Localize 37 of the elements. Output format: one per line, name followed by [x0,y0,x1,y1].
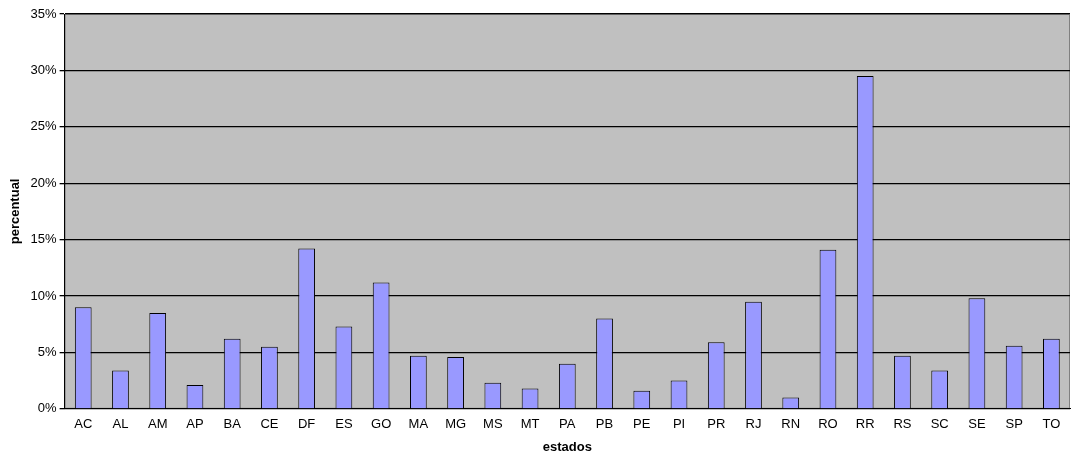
x-tick-label: CE [260,416,279,432]
x-tick-label: PR [707,416,726,432]
y-axis-title: percentual [7,178,23,245]
x-tick-label: GO [371,416,392,432]
y-tick-label: 10% [30,287,58,303]
x-tick-label: BA [223,416,242,432]
x-tick-label: MS [483,416,503,432]
x-tick-label: AM [147,416,168,432]
x-tick-label: RJ [745,416,762,432]
x-axis-title: estados [542,438,592,454]
x-tick-label: ES [335,416,353,432]
x-tick-label: RS [893,416,912,432]
x-tick-label: AP [186,416,204,432]
x-tick-label: PI [672,416,686,432]
x-tick-label: RO [818,416,838,432]
y-tick-label: 20% [30,174,58,190]
x-tick-label: MA [408,416,429,432]
x-tick-label: PB [595,416,614,432]
y-tick-label: 35% [30,5,58,21]
y-tick-label: 0% [37,400,58,416]
x-tick-label: RR [855,416,875,432]
x-tick-label: SC [930,416,949,432]
x-tick-label: AC [74,416,93,432]
y-tick-label: 25% [30,118,58,134]
x-tick-label: PA [559,416,576,432]
x-tick-label: AL [112,416,129,432]
x-tick-label: SP [1005,416,1023,432]
y-tick-label: 30% [30,61,58,77]
x-tick-label: TO [1042,416,1061,432]
x-tick-label: MT [520,416,540,432]
x-tick-label: PE [633,416,651,432]
y-tick-label: 5% [37,343,58,359]
y-tick-label: 15% [30,231,58,247]
x-tick-label: DF [297,416,316,432]
x-tick-label: SE [968,416,986,432]
x-tick-label: MG [445,416,467,432]
x-tick-label: RN [781,416,801,432]
